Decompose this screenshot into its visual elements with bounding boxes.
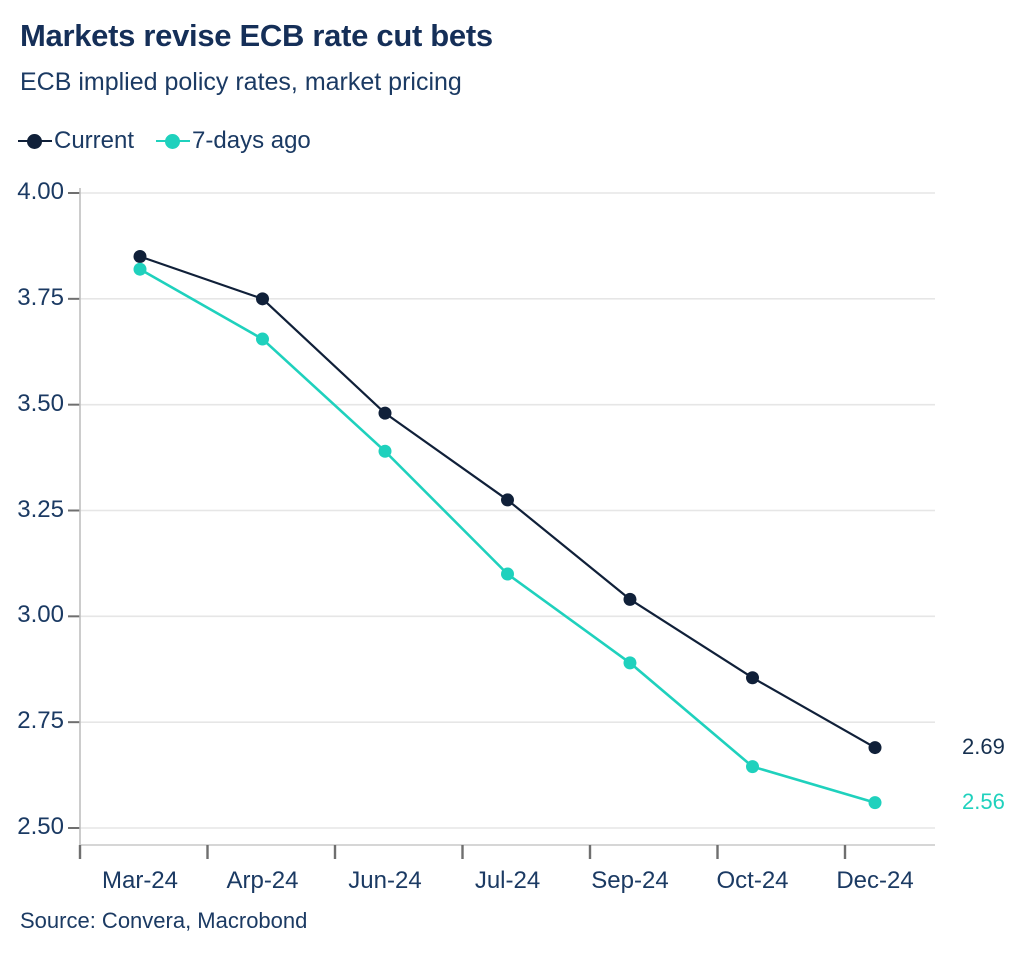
source-note: Source: Convera, Macrobond [20, 908, 308, 933]
legend-marker-current-icon [18, 132, 52, 150]
x-axis-tick-label: Sep-24 [591, 867, 669, 894]
data-point-marker[interactable] [746, 671, 759, 685]
y-axis-tick-label: 3.75 [17, 283, 64, 311]
data-point-marker[interactable] [868, 796, 882, 810]
chart-subtitle: ECB implied policy rates, market pricing [20, 68, 462, 96]
x-axis-tick-label: Arp-24 [226, 867, 299, 894]
end-value-label-current: 2.69 [962, 733, 1005, 759]
data-point-marker[interactable] [133, 250, 147, 263]
legend-label-current: Current [54, 127, 135, 154]
x-axis-tick-label: Jun-24 [348, 867, 422, 894]
legend-item-current[interactable]: Current [18, 127, 134, 155]
legend-marker-7-days-ago-icon [156, 132, 191, 150]
data-point-marker[interactable] [623, 592, 637, 606]
x-axis-tick-label: Mar-24 [101, 867, 179, 894]
chart-legend: Current 7-days ago [18, 126, 311, 156]
series-lines [139, 255, 876, 804]
y-axis-tick-label: 4.00 [17, 178, 64, 205]
x-axis-tick-label: Dec-24 [836, 867, 914, 894]
end-value-label-7-days-ago: 2.56 [962, 788, 1005, 814]
data-point-marker[interactable] [378, 444, 392, 458]
y-axis-tick-label: 2.75 [17, 707, 64, 735]
data-point-marker[interactable] [746, 760, 759, 774]
data-point-marker[interactable] [133, 262, 147, 276]
x-axis-tick-label: Jul-24 [474, 867, 541, 894]
data-point-marker[interactable] [623, 656, 637, 670]
y-axis-tick-label: 2.50 [17, 813, 64, 840]
x-tick-marks [78, 845, 847, 859]
data-point-marker[interactable] [501, 493, 514, 507]
data-point-marker[interactable] [256, 292, 269, 306]
data-point-marker[interactable] [378, 406, 392, 420]
y-axis-tick-label: 3.00 [17, 601, 64, 629]
y-tick-marks [68, 192, 80, 829]
series-markers [133, 250, 882, 810]
x-axis-tick-label: Oct-24 [716, 867, 789, 894]
data-point-marker[interactable] [501, 567, 514, 581]
data-point-marker[interactable] [256, 332, 269, 346]
y-axis-tick-label: 3.50 [17, 389, 64, 417]
data-point-marker[interactable] [868, 741, 882, 755]
y-axis-tick-label: 3.25 [17, 495, 64, 523]
gridlines [80, 192, 935, 829]
legend-item-7-days-ago[interactable]: 7-days ago [156, 127, 311, 155]
legend-label-7-days-ago: 7-days ago [192, 127, 311, 154]
chart-title: Markets revise ECB rate cut bets [20, 18, 493, 53]
